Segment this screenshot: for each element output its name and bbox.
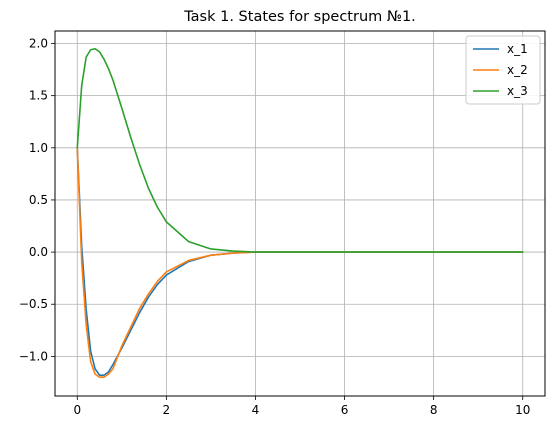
x-tick-label: 0 (73, 403, 81, 417)
y-tick-label: −1.0 (19, 349, 48, 363)
x-tick-label: 10 (515, 403, 530, 417)
x-tick-label: 6 (341, 403, 349, 417)
series-layer (76, 47, 524, 379)
y-axis-ticks: −1.0 −0.5 0.0 0.5 1.0 1.5 2.0 (19, 37, 55, 363)
y-tick-label: 1.5 (29, 89, 48, 103)
legend-label: x_2 (507, 63, 528, 77)
y-tick-label: −0.5 (19, 297, 48, 311)
legend: x_1 x_2 x_3 (465, 35, 541, 105)
x-tick-label: 8 (430, 403, 438, 417)
chart-title: Task 1. States for spectrum №1. (183, 9, 416, 25)
grid-x (76, 31, 524, 396)
legend-label: x_1 (507, 42, 528, 56)
legend-box (465, 35, 541, 105)
x-tick-label: 2 (163, 403, 171, 417)
grid-y (55, 43, 545, 357)
x-tick-label: 4 (252, 403, 260, 417)
plot-frame (54, 30, 546, 397)
y-tick-label: 0.5 (29, 193, 48, 207)
x-axis-ticks: 0 2 4 6 8 10 (73, 396, 530, 417)
series-line-x_3 (76, 47, 524, 253)
y-tick-label: 0.0 (29, 245, 48, 259)
y-tick-label: 2.0 (29, 37, 48, 51)
y-tick-label: 1.0 (29, 141, 48, 155)
legend-label: x_3 (507, 84, 528, 98)
